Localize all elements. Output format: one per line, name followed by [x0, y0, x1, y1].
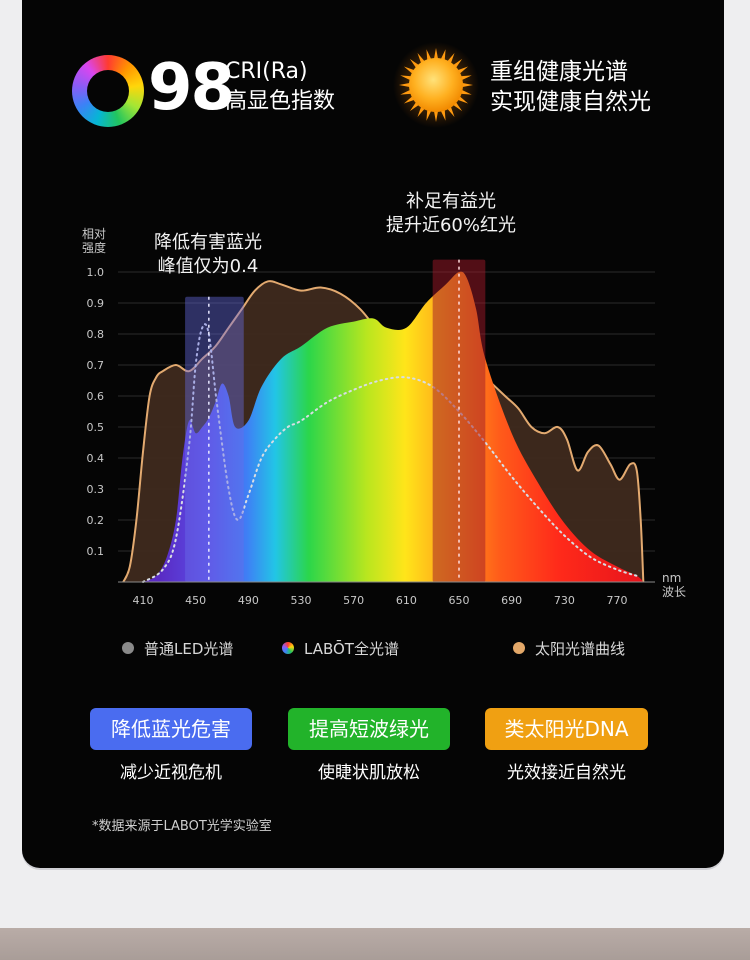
- sun-ray: [417, 52, 425, 64]
- data-source-footnote: *数据来源于LABOT光学实验室: [92, 819, 272, 834]
- sun-ray: [399, 82, 411, 88]
- x-axis-label: nm: [662, 571, 681, 585]
- sun-ray: [433, 110, 439, 122]
- cri-label: CRI(Ra): [225, 59, 308, 84]
- sun-ray: [426, 109, 432, 121]
- badge-boost-green-light: 提高短波绿光: [288, 708, 450, 750]
- sun-ray: [460, 75, 472, 81]
- badge-reduce-blue-light: 降低蓝光危害: [90, 708, 252, 750]
- legend-label-labot: LABŌT全光谱: [304, 639, 399, 658]
- sun-ray: [417, 106, 425, 118]
- x-tick-label: 490: [238, 594, 259, 607]
- led-spectrum-line: [142, 323, 638, 583]
- x-tick-label: 690: [501, 594, 522, 607]
- y-tick-label: 0.3: [87, 483, 105, 496]
- spectrum-chart: 0.1 0.2 0.3 0.4 0.5 0.6 0.7 0.8 0.9 1.0 410 450 490 5…: [82, 191, 686, 607]
- legend-dot-labot: [282, 642, 294, 654]
- sun-ray: [461, 82, 473, 88]
- legend-label-led: 普通LED光谱: [144, 639, 234, 658]
- red-light-annotation: 提升近60%红光: [386, 215, 516, 236]
- y-tick-label: 0.2: [87, 514, 105, 527]
- y-tick-label: 0.5: [87, 421, 105, 434]
- y-tick-label: 0.4: [87, 452, 105, 465]
- y-tick-label: 1.0: [87, 266, 105, 279]
- sun-ray: [400, 89, 412, 95]
- sun-ray: [460, 89, 472, 95]
- y-tick-label: 0.6: [87, 390, 105, 403]
- sun-ray: [400, 75, 412, 81]
- x-tick-label: 770: [607, 594, 628, 607]
- blue-light-annotation: 降低有害蓝光: [154, 232, 262, 253]
- sun-ray: [457, 96, 469, 104]
- sun-ray: [403, 66, 415, 74]
- feature-desc-blue: 减少近视危机: [120, 763, 222, 783]
- x-tick-label: 730: [554, 594, 575, 607]
- sun-ray: [447, 52, 455, 64]
- labot-spectrum-fill: [143, 271, 644, 582]
- legend-item-labot: LABŌT全光谱: [282, 637, 399, 659]
- sun-ray: [452, 101, 463, 112]
- legend-item-led: 普通LED光谱: [122, 637, 233, 659]
- red-light-annotation: 补足有益光: [406, 191, 496, 212]
- sun-ray: [403, 96, 415, 104]
- sun-ray: [433, 48, 439, 60]
- feature-desc-sun: 光效接近自然光: [507, 763, 626, 783]
- sun-headline-line2: 实现健康自然光: [490, 89, 651, 115]
- legend-item-sun: 太阳光谱曲线: [513, 637, 625, 659]
- sun-ray: [457, 66, 469, 74]
- sun-ray: [452, 58, 463, 69]
- y-axis-label: 强度: [82, 240, 106, 255]
- blue-light-band: [185, 296, 244, 582]
- x-axis-label: 波长: [662, 585, 686, 599]
- sun-headline-line1: 重组健康光谱: [490, 59, 628, 85]
- cri-description: 高显色指数: [225, 89, 336, 114]
- y-tick-label: 0.7: [87, 359, 105, 372]
- sun-ray: [440, 49, 446, 61]
- blue-light-annotation: 峰值仅为0.4: [158, 256, 259, 277]
- cri-value: 98: [148, 51, 235, 125]
- sun-ray: [426, 49, 432, 61]
- feature-desc-green: 使睫状肌放松: [318, 763, 420, 783]
- sun-ray: [447, 106, 455, 118]
- y-tick-label: 0.9: [87, 297, 105, 310]
- y-axis-label: 相对: [82, 227, 106, 241]
- color-wheel-icon: [72, 55, 144, 127]
- x-tick-label: 650: [449, 594, 470, 607]
- sun-ray: [409, 101, 420, 112]
- y-tick-label: 0.1: [87, 545, 105, 558]
- x-tick-label: 410: [133, 594, 154, 607]
- sun-ray: [440, 109, 446, 121]
- sun-ray: [409, 58, 420, 69]
- x-tick-label: 610: [396, 594, 417, 607]
- x-tick-label: 570: [343, 594, 364, 607]
- legend-dot-led: [122, 642, 134, 654]
- x-tick-label: 450: [185, 594, 206, 607]
- footer-band: [0, 928, 750, 960]
- sun-icon: [393, 42, 479, 128]
- y-tick-label: 0.8: [87, 328, 105, 341]
- x-tick-label: 530: [291, 594, 312, 607]
- badge-sunlike-dna: 类太阳光DNA: [485, 708, 648, 750]
- legend-label-sun: 太阳光谱曲线: [535, 639, 626, 658]
- legend-dot-sun: [513, 642, 525, 654]
